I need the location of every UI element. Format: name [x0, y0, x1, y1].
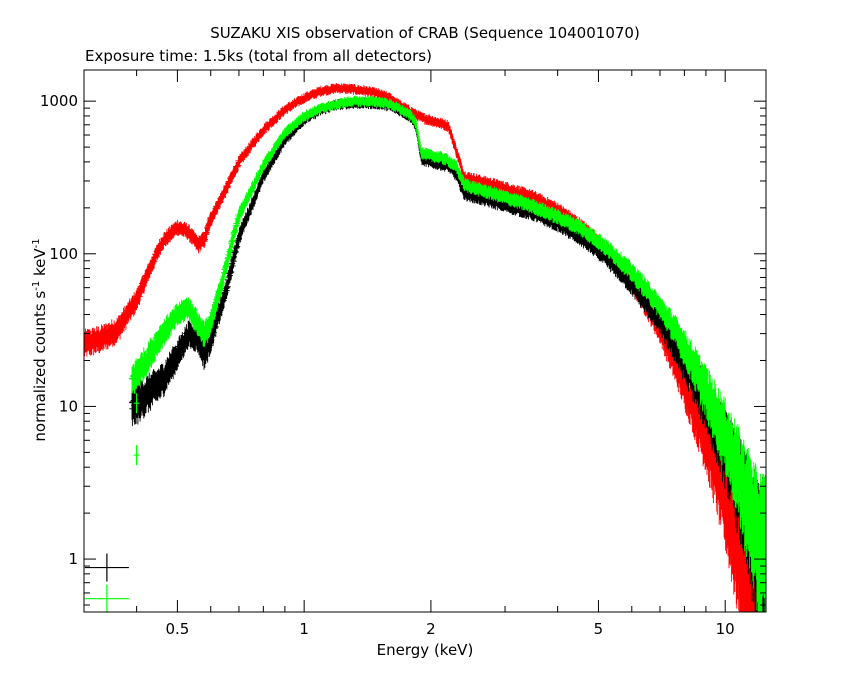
chart-subtitle: Exposure time: 1.5ks (total from all det…: [85, 47, 432, 65]
series-2: [128, 95, 766, 612]
chart-title: SUZAKU XIS observation of CRAB (Sequence…: [210, 24, 640, 42]
axis-ticks: [83, 70, 766, 612]
y-tick-label: 10: [59, 397, 78, 415]
x-tick-label: 5: [594, 620, 604, 638]
axis-tick-labels: 0.5 1 2 5 10 1 10 100 1000: [40, 92, 735, 638]
y-tick-label: 1: [68, 550, 78, 568]
y-axis-label-exp2: -1: [31, 238, 42, 248]
y-axis-label: normalized counts s-1 keV-1: [31, 238, 49, 441]
y-axis-label-exp1: -1: [31, 281, 42, 291]
legend-marker-1: [84, 584, 129, 612]
x-axis-label: Energy (keV): [377, 641, 474, 659]
x-tick-label: 0.5: [165, 620, 189, 638]
isolated-point-0: [133, 445, 140, 466]
y-axis-label-unit: keV: [31, 248, 49, 281]
x-tick-label: 2: [426, 620, 436, 638]
y-tick-label: 1000: [40, 92, 78, 110]
x-tick-label: 10: [716, 620, 735, 638]
series-layer: [84, 83, 766, 612]
series-2-points: [128, 95, 766, 612]
x-tick-label: 1: [299, 620, 309, 638]
isolated-point-1: [133, 393, 140, 414]
y-axis-label-main: normalized counts s: [31, 291, 49, 442]
plot-frame: [83, 69, 767, 613]
y-tick-label: 100: [49, 245, 78, 263]
legend-marker-0: [84, 553, 129, 582]
legend-markers: [84, 553, 129, 612]
